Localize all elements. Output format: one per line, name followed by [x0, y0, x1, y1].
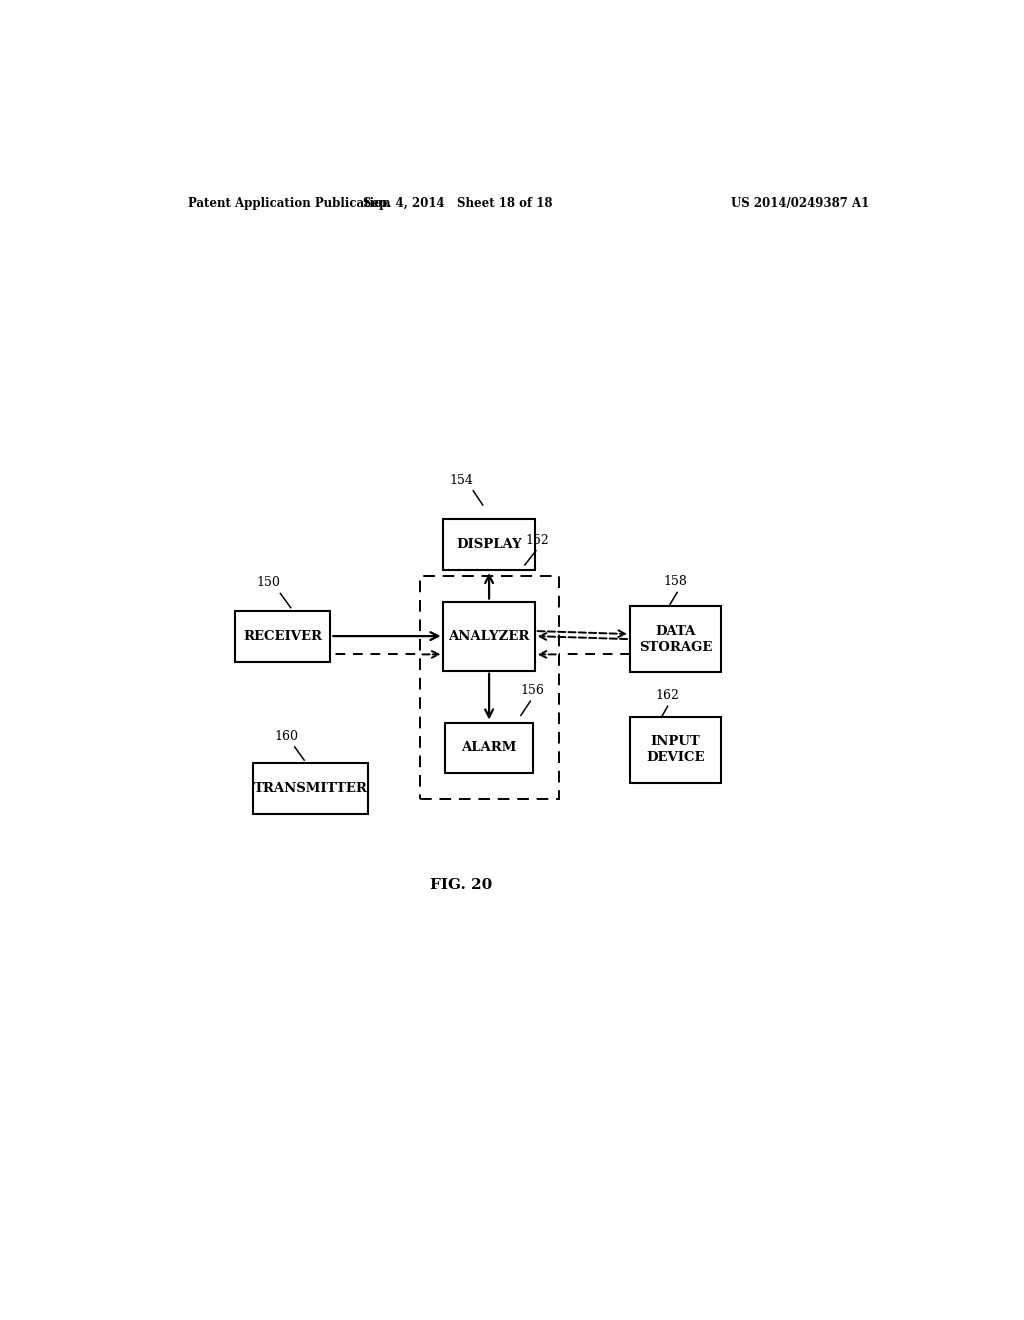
Text: RECEIVER: RECEIVER [244, 630, 323, 643]
Text: DATA
STORAGE: DATA STORAGE [639, 624, 713, 653]
Text: US 2014/0249387 A1: US 2014/0249387 A1 [731, 197, 869, 210]
Bar [630, 606, 721, 672]
Text: 162: 162 [655, 689, 680, 702]
Text: 152: 152 [525, 533, 549, 546]
Text: DISPLAY: DISPLAY [457, 539, 522, 552]
Text: Sep. 4, 2014   Sheet 18 of 18: Sep. 4, 2014 Sheet 18 of 18 [362, 197, 552, 210]
Bar [630, 717, 721, 783]
Text: Patent Application Publication: Patent Application Publication [187, 197, 390, 210]
Bar [445, 722, 532, 774]
Text: 154: 154 [450, 474, 473, 487]
Text: FIG. 20: FIG. 20 [430, 878, 493, 892]
Bar [443, 602, 535, 671]
Text: TRANSMITTER: TRANSMITTER [254, 781, 368, 795]
Text: 160: 160 [274, 730, 299, 743]
Bar [420, 576, 558, 799]
Text: 150: 150 [257, 577, 281, 589]
Bar [253, 763, 368, 814]
Bar [443, 519, 535, 570]
Bar [236, 611, 331, 661]
Text: ANALYZER: ANALYZER [449, 630, 529, 643]
Text: INPUT
DEVICE: INPUT DEVICE [646, 735, 705, 764]
Text: 158: 158 [664, 576, 687, 589]
Text: 156: 156 [521, 684, 545, 697]
Text: ALARM: ALARM [462, 742, 517, 755]
